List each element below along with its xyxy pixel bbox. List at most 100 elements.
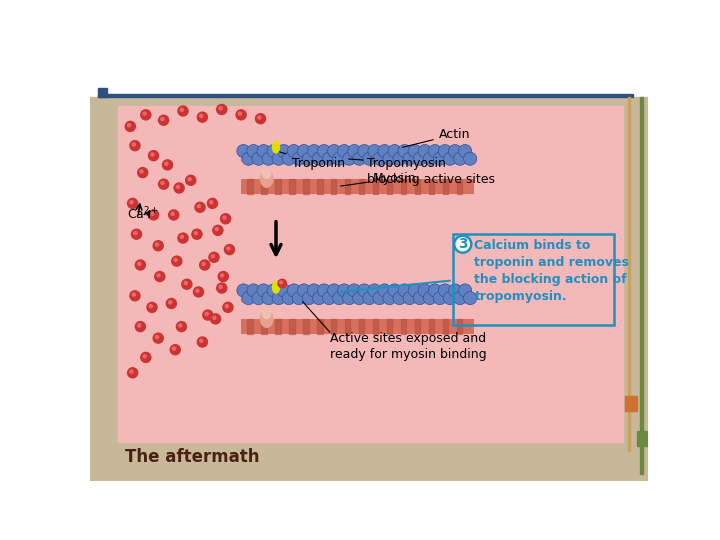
Circle shape xyxy=(413,292,426,305)
Circle shape xyxy=(388,284,401,297)
Circle shape xyxy=(220,274,224,277)
Circle shape xyxy=(148,151,158,161)
Bar xyxy=(331,179,336,194)
Circle shape xyxy=(323,292,336,305)
Bar xyxy=(387,179,392,194)
Bar xyxy=(637,430,649,446)
Circle shape xyxy=(252,152,265,165)
Circle shape xyxy=(176,322,186,332)
Bar xyxy=(453,234,614,325)
Circle shape xyxy=(438,145,451,158)
Circle shape xyxy=(444,152,456,165)
Circle shape xyxy=(156,335,158,339)
Circle shape xyxy=(170,345,180,355)
Circle shape xyxy=(197,337,207,347)
Circle shape xyxy=(297,145,310,158)
Circle shape xyxy=(403,152,416,165)
Text: The aftermath: The aftermath xyxy=(125,449,259,467)
Circle shape xyxy=(174,183,184,193)
Circle shape xyxy=(223,302,233,312)
Bar xyxy=(456,179,462,194)
Circle shape xyxy=(217,104,227,114)
Circle shape xyxy=(166,299,176,308)
Circle shape xyxy=(223,216,226,219)
Circle shape xyxy=(192,229,202,239)
Text: 3: 3 xyxy=(458,237,467,251)
Circle shape xyxy=(171,212,174,215)
Circle shape xyxy=(338,284,351,297)
Circle shape xyxy=(459,145,472,158)
Circle shape xyxy=(194,232,197,234)
Bar xyxy=(248,179,253,194)
Circle shape xyxy=(428,145,441,158)
Bar xyxy=(303,179,309,194)
Circle shape xyxy=(150,153,154,156)
Circle shape xyxy=(302,152,315,165)
Circle shape xyxy=(182,279,192,289)
Bar xyxy=(415,319,420,334)
Circle shape xyxy=(130,140,140,151)
Circle shape xyxy=(297,284,310,297)
Circle shape xyxy=(210,201,213,204)
Bar xyxy=(120,107,624,442)
Text: Actin: Actin xyxy=(402,128,470,147)
Bar xyxy=(275,179,281,194)
Circle shape xyxy=(272,152,285,165)
Circle shape xyxy=(225,245,235,254)
Circle shape xyxy=(158,115,168,125)
Circle shape xyxy=(205,312,208,315)
Circle shape xyxy=(135,322,145,332)
Bar xyxy=(331,319,336,334)
Circle shape xyxy=(180,109,184,111)
Circle shape xyxy=(338,145,351,158)
Circle shape xyxy=(256,114,266,124)
Circle shape xyxy=(257,145,270,158)
Ellipse shape xyxy=(272,281,279,293)
Circle shape xyxy=(323,152,336,165)
Bar xyxy=(248,319,253,334)
Bar xyxy=(289,179,294,194)
Text: Active sites exposed and
ready for myosin binding: Active sites exposed and ready for myosi… xyxy=(330,332,487,361)
Circle shape xyxy=(333,292,346,305)
Circle shape xyxy=(237,145,250,158)
Ellipse shape xyxy=(261,170,273,187)
Circle shape xyxy=(413,152,426,165)
Circle shape xyxy=(454,236,472,253)
Circle shape xyxy=(127,368,138,378)
Circle shape xyxy=(186,176,196,185)
Circle shape xyxy=(363,152,376,165)
Bar xyxy=(289,319,294,334)
Text: Myosin: Myosin xyxy=(341,172,416,186)
Circle shape xyxy=(383,152,396,165)
Circle shape xyxy=(247,145,260,158)
Circle shape xyxy=(418,145,431,158)
Bar xyxy=(345,179,351,194)
Circle shape xyxy=(213,225,223,235)
Ellipse shape xyxy=(262,308,271,319)
Circle shape xyxy=(132,229,142,239)
Circle shape xyxy=(179,324,182,327)
Circle shape xyxy=(135,260,145,270)
Bar xyxy=(241,157,474,161)
Circle shape xyxy=(172,256,182,266)
Circle shape xyxy=(168,210,179,220)
Circle shape xyxy=(278,279,287,288)
Circle shape xyxy=(156,243,158,246)
Circle shape xyxy=(127,198,138,208)
Bar xyxy=(401,319,406,334)
Circle shape xyxy=(292,292,305,305)
Bar xyxy=(241,319,474,334)
Circle shape xyxy=(157,274,160,277)
Circle shape xyxy=(219,107,222,110)
Circle shape xyxy=(282,292,295,305)
Bar xyxy=(373,179,378,194)
Circle shape xyxy=(134,232,137,234)
Circle shape xyxy=(403,292,416,305)
Circle shape xyxy=(180,235,184,239)
Circle shape xyxy=(163,160,173,170)
Circle shape xyxy=(153,333,163,343)
Text: Troponin: Troponin xyxy=(279,152,345,170)
Circle shape xyxy=(168,301,172,304)
Circle shape xyxy=(287,145,300,158)
Circle shape xyxy=(449,145,462,158)
